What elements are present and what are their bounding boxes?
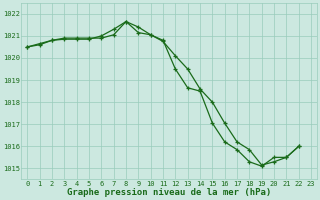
X-axis label: Graphe pression niveau de la mer (hPa): Graphe pression niveau de la mer (hPa): [67, 188, 271, 197]
